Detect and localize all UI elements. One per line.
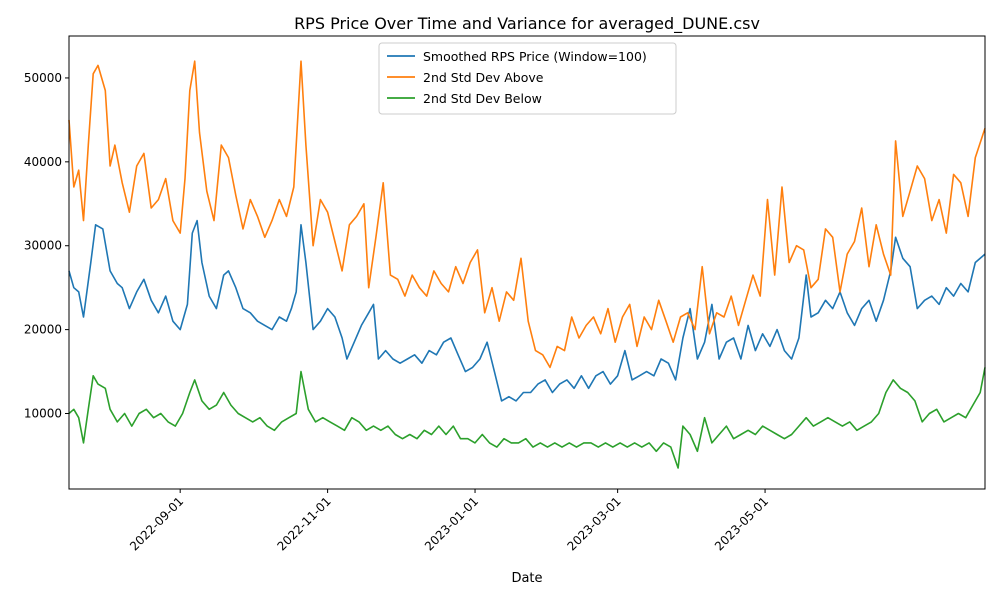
legend-box: [378, 42, 677, 115]
chart-title: RPS Price Over Time and Variance for ave…: [294, 14, 760, 34]
y-axis: 10000 20000 30000 40000 50000: [24, 71, 69, 421]
series-group: [68, 60, 986, 469]
y-tick-label: 10000: [24, 407, 62, 421]
y-tick-label: 40000: [24, 155, 62, 169]
y-tick-label: 20000: [24, 323, 62, 337]
series-line-2: [68, 60, 986, 369]
series-line-3: [68, 367, 986, 469]
legend-label: Smoothed RPS Price (Window=100): [423, 49, 647, 64]
series-line-1: [68, 219, 986, 402]
y-tick-label: 30000: [24, 239, 62, 253]
x-axis-label: Date: [511, 571, 542, 586]
plot-frame: [68, 35, 986, 490]
legend-label: 2nd Std Dev Above: [423, 70, 544, 85]
legend: Smoothed RPS Price (Window=100) 2nd Std D…: [378, 42, 677, 115]
y-tick-label: 50000: [24, 71, 62, 85]
legend-label: 2nd Std Dev Below: [423, 91, 542, 106]
